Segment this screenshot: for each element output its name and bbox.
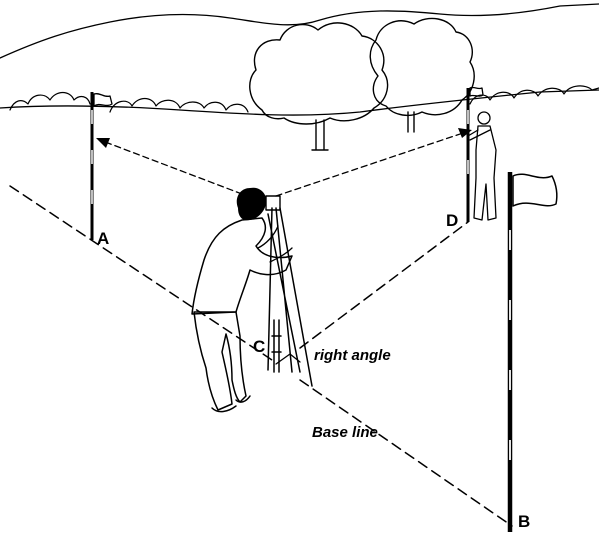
surveyor-shoes bbox=[211, 395, 251, 413]
label-base-line: Base line bbox=[312, 424, 378, 441]
flag-a-icon bbox=[93, 92, 113, 107]
label-right-angle: right angle bbox=[314, 347, 391, 364]
assistant-person bbox=[467, 111, 497, 221]
tree-trunk-left bbox=[311, 119, 329, 151]
sight-line-to-d bbox=[275, 131, 467, 197]
tree-crown-right bbox=[369, 17, 475, 117]
bushes-left bbox=[9, 91, 249, 113]
surveyor-person bbox=[191, 187, 293, 413]
label-point-d: D bbox=[446, 211, 458, 230]
distant-hills bbox=[0, 3, 599, 59]
sight-line-to-a bbox=[99, 139, 243, 195]
perpendicular-line-cd bbox=[299, 221, 469, 349]
surveyor-body bbox=[191, 217, 293, 315]
tree-group bbox=[249, 17, 475, 151]
flag-d-icon bbox=[469, 86, 484, 97]
base-line bbox=[9, 185, 513, 527]
ranging-rod-a bbox=[90, 92, 113, 240]
flag-b-icon bbox=[512, 173, 558, 207]
bushes-right bbox=[469, 85, 599, 105]
arrowhead-a-icon bbox=[96, 138, 110, 148]
ranging-rod-b bbox=[507, 172, 558, 532]
label-point-c: C bbox=[253, 337, 265, 356]
surveyor-head bbox=[236, 187, 267, 221]
label-point-b: B bbox=[518, 512, 530, 531]
tree-trunk-right bbox=[407, 111, 415, 133]
arrowhead-d-icon bbox=[458, 128, 472, 138]
offset-staff-icon bbox=[271, 319, 282, 373]
tree-crown-left bbox=[249, 22, 389, 125]
surveyor-legs bbox=[193, 311, 247, 411]
ranging-rod-d bbox=[466, 86, 484, 222]
label-point-a: A bbox=[97, 229, 109, 248]
right-angle-marker bbox=[275, 353, 301, 365]
surveyor-arm bbox=[257, 225, 293, 263]
surveying-instrument bbox=[265, 195, 313, 387]
